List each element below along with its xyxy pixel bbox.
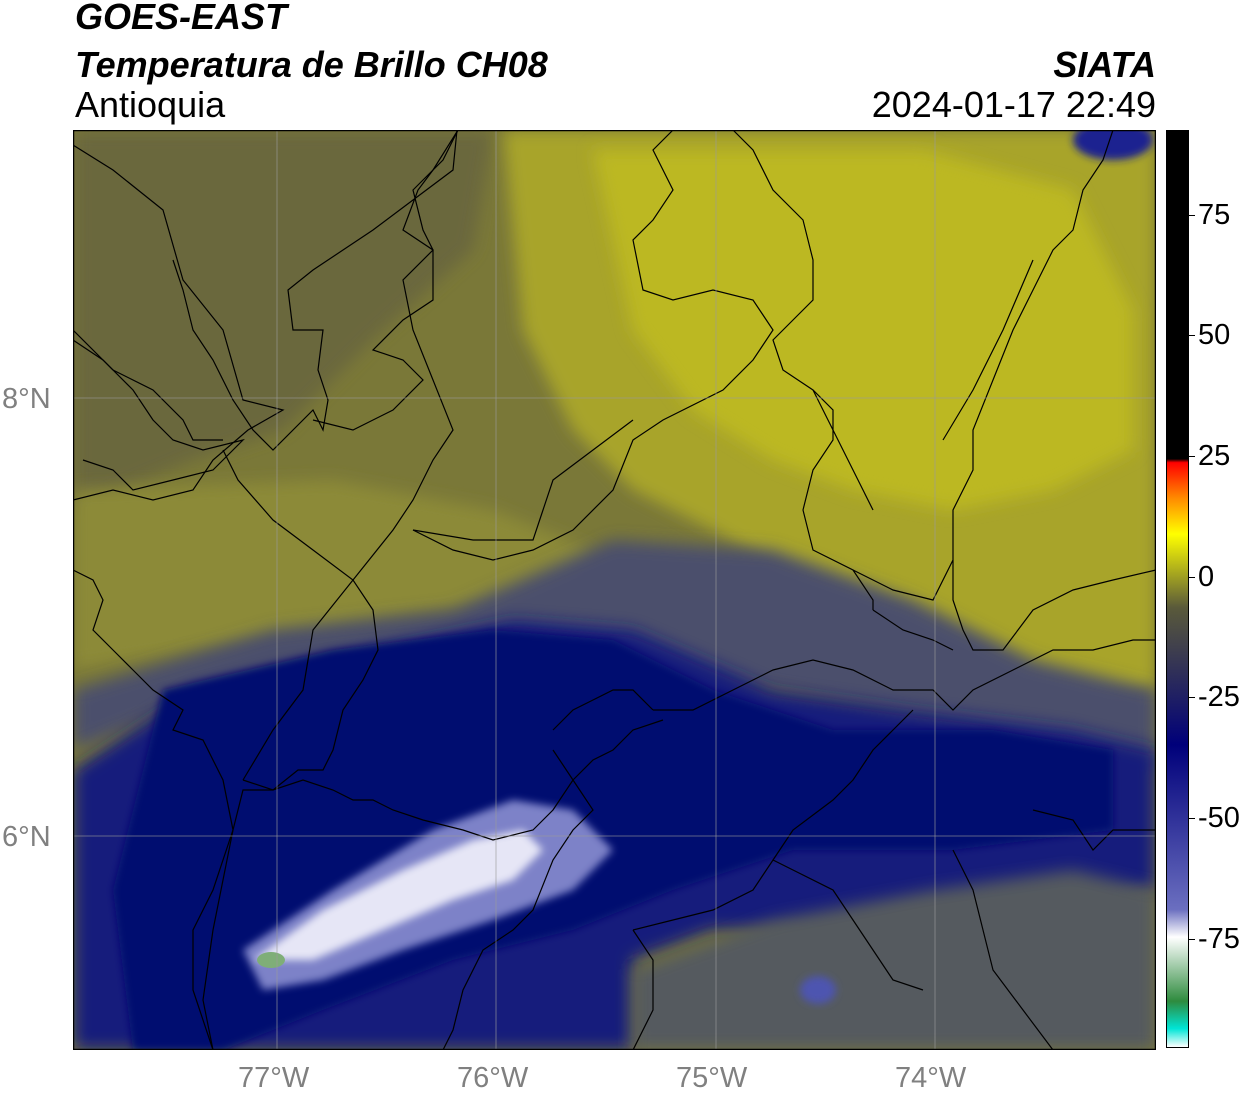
datetime-label: 2024-01-17 22:49 <box>871 84 1156 125</box>
colorbar <box>1166 130 1189 1048</box>
east-olive-south <box>633 870 1156 1050</box>
cold-spot <box>257 952 285 968</box>
colorbar-tick <box>1189 697 1195 698</box>
chart-subtitle: Temperatura de Brillo CH08 <box>75 44 548 85</box>
olive-band-west <box>73 480 593 670</box>
colorbar-tick <box>1189 335 1195 336</box>
colorbar-tick <box>1189 939 1195 940</box>
white-cloud-core <box>253 830 543 960</box>
map-frame <box>73 130 1156 1050</box>
colorbar-label-25: 25 <box>1198 440 1231 472</box>
colorbar-tick <box>1189 456 1195 457</box>
colorbar-label-minus75: -75 <box>1198 923 1240 955</box>
lon-label-77w: 77°W <box>238 1062 310 1094</box>
chart-title: GOES-EAST <box>75 0 288 37</box>
bright-yellow-core <box>593 150 1133 510</box>
lon-label-75w: 75°W <box>676 1062 748 1094</box>
colorbar-label-minus25: -25 <box>1198 681 1240 713</box>
map-panel <box>73 130 1156 1050</box>
navy-blob-ne <box>1073 130 1153 160</box>
colorbar-label-75: 75 <box>1198 199 1231 231</box>
colorbar-label-0: 0 <box>1198 561 1215 593</box>
lavender-blob-south <box>800 976 836 1004</box>
colorbar-label-minus50: -50 <box>1198 802 1240 834</box>
lat-label-8n: 8°N <box>2 383 51 415</box>
organization-label: SIATA <box>1053 44 1156 85</box>
lon-label-76w: 76°W <box>457 1062 529 1094</box>
colorbar-tick <box>1189 577 1195 578</box>
lat-label-6n: 6°N <box>2 821 51 853</box>
colorbar-tick <box>1189 215 1195 216</box>
borders-and-coastlines <box>73 130 1156 1050</box>
colorbar-label-50: 50 <box>1198 319 1231 351</box>
colorbar-tick <box>1189 818 1195 819</box>
region-label: Antioquia <box>75 84 226 125</box>
lon-label-74w: 74°W <box>895 1062 967 1094</box>
grid-lines <box>73 130 1156 1050</box>
